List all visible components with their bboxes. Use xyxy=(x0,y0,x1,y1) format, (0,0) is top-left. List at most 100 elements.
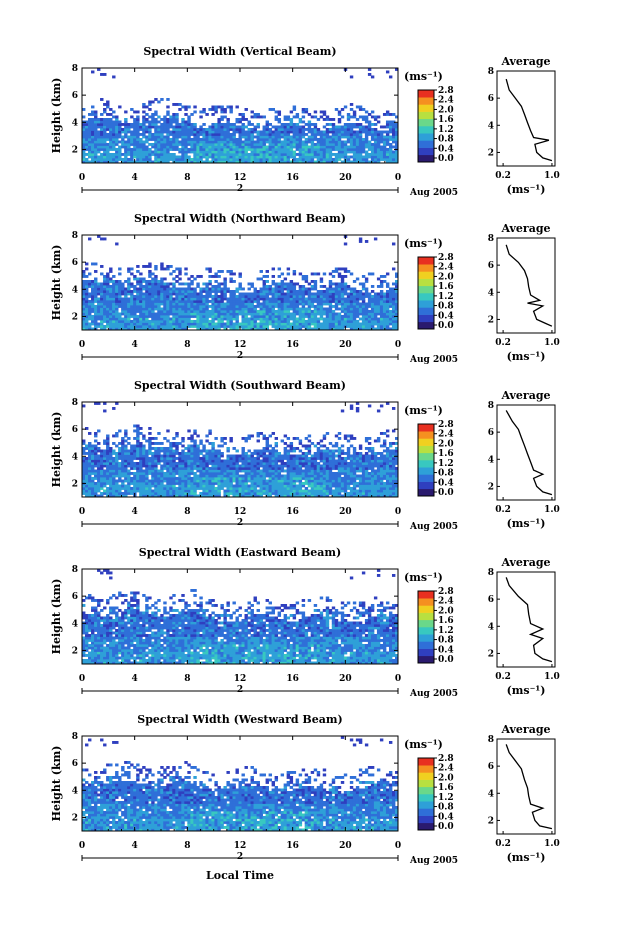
heatmap-cell xyxy=(148,489,152,493)
heatmap-cell xyxy=(115,287,119,291)
heatmap-cell xyxy=(385,305,390,308)
heatmap-cell xyxy=(295,300,300,303)
heatmap-cell xyxy=(118,133,122,136)
heatmap-cell xyxy=(220,322,224,326)
heatmap-cell xyxy=(355,148,360,151)
heatmap-cell xyxy=(364,277,369,281)
heatmap-cell xyxy=(157,285,161,288)
heatmap-cell xyxy=(187,452,191,455)
heatmap-cell xyxy=(208,442,212,445)
heatmap-cell xyxy=(223,108,227,111)
heatmap-cell xyxy=(181,118,185,121)
heatmap-cell xyxy=(139,317,143,321)
heatmap-cell xyxy=(208,295,212,298)
heatmap-cell xyxy=(103,160,107,164)
heatmap-cell xyxy=(340,310,345,313)
heatmap-cell xyxy=(196,447,200,450)
heatmap-cell xyxy=(136,320,140,323)
heatmap-cell xyxy=(100,307,104,311)
heatmap-cell xyxy=(178,469,182,473)
heatmap-cell xyxy=(250,322,254,326)
heatmap-cell xyxy=(100,300,104,303)
heatmap-cell xyxy=(259,158,263,161)
heatmap-cell xyxy=(112,487,116,490)
heatmap-cell xyxy=(211,310,215,313)
heatmap-cell xyxy=(385,125,390,129)
heatmap-cell xyxy=(193,472,197,475)
heatmap-cell xyxy=(370,130,375,134)
heatmap-cell xyxy=(190,287,194,291)
heatmap-cell xyxy=(202,477,206,480)
heatmap-cell xyxy=(262,128,266,131)
heatmap-cell xyxy=(82,474,86,478)
heatmap-cell xyxy=(94,125,98,129)
heatmap-cell xyxy=(103,442,107,445)
heatmap-cell xyxy=(352,140,357,144)
heatmap-cell xyxy=(94,462,98,465)
heatmap-cell xyxy=(376,138,381,141)
heatmap-cell xyxy=(151,327,155,331)
heatmap-cell xyxy=(160,290,164,293)
heatmap-cell xyxy=(169,467,173,470)
heatmap-cell xyxy=(142,452,146,455)
heatmap-cell xyxy=(388,160,393,164)
heatmap-cell xyxy=(100,272,104,276)
heatmap-cell xyxy=(361,138,366,141)
heatmap-cell xyxy=(310,115,315,119)
heatmap-cell xyxy=(94,487,98,490)
heatmap-cell xyxy=(262,148,266,151)
heatmap-cell xyxy=(241,135,245,139)
heatmap-cell xyxy=(97,235,101,238)
heatmap-cell xyxy=(139,444,143,448)
heatmap-cell xyxy=(268,133,272,136)
heatmap-cell xyxy=(133,315,137,318)
heatmap-cell xyxy=(289,302,294,306)
heatmap-cell xyxy=(244,307,248,311)
heatmap-cell xyxy=(166,487,170,490)
heatmap-cell xyxy=(91,310,95,313)
heatmap-cell xyxy=(241,287,245,291)
heatmap-cell xyxy=(121,317,125,321)
heatmap-cell xyxy=(121,479,125,483)
colorbar-tick-label: 0.4 xyxy=(438,144,454,154)
heatmap-cell xyxy=(112,305,116,308)
heatmap-cell xyxy=(274,155,279,159)
heatmap-cell xyxy=(364,295,369,298)
heatmap-cell xyxy=(232,305,236,308)
heatmap-cell xyxy=(364,292,369,296)
heatmap-cell xyxy=(385,295,390,298)
heatmap-cell xyxy=(178,130,182,134)
heatmap-cell xyxy=(352,115,357,119)
heatmap-cell xyxy=(154,110,158,114)
heatmap-cell xyxy=(208,454,212,458)
heatmap-cell xyxy=(151,484,155,488)
heatmap-cell xyxy=(112,285,116,288)
heatmap-cell xyxy=(268,310,272,313)
heatmap-cell xyxy=(142,103,146,106)
heatmap-cell xyxy=(337,287,342,291)
heatmap-cell xyxy=(127,128,131,131)
heatmap-cell xyxy=(232,290,236,293)
heatmap-cell xyxy=(319,135,324,139)
heatmap-cell xyxy=(325,295,330,298)
heatmap-cell xyxy=(286,310,291,313)
heatmap-cell xyxy=(238,133,242,136)
heatmap-cell xyxy=(181,454,185,458)
heatmap-cell xyxy=(151,472,155,475)
heatmap-cell xyxy=(94,282,98,286)
heatmap-cell xyxy=(340,327,345,331)
heatmap-cell xyxy=(361,140,366,144)
heatmap-cell xyxy=(256,277,260,281)
heatmap-cell xyxy=(280,307,285,311)
y-tick-label: 4 xyxy=(72,118,78,128)
heatmap-cell xyxy=(289,287,294,291)
heatmap-cell xyxy=(175,148,179,151)
heatmap-cell xyxy=(268,143,272,146)
heatmap-cell xyxy=(172,320,176,323)
heatmap-cell xyxy=(118,489,122,493)
heatmap-cell xyxy=(94,135,98,139)
heatmap-cell xyxy=(154,489,158,493)
heatmap-cell xyxy=(94,277,98,281)
heatmap-cell xyxy=(196,484,200,488)
heatmap-cell xyxy=(181,457,185,460)
